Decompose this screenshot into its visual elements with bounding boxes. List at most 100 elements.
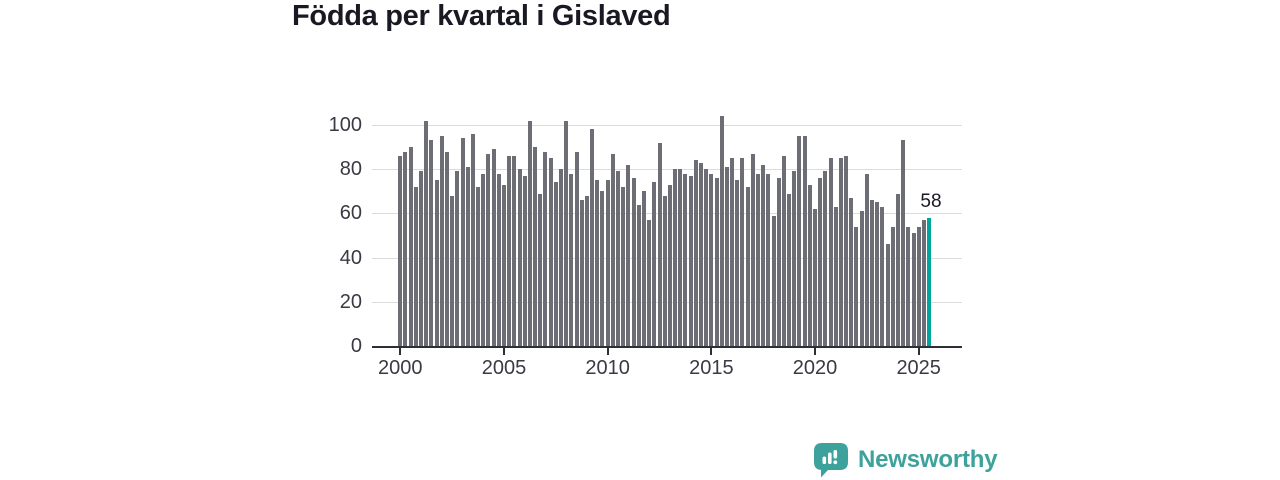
- bar-2015-Q1: [709, 174, 714, 346]
- bar-2002-Q2: [444, 152, 449, 346]
- bar-2007-Q2: [548, 158, 553, 346]
- bar-2007-Q1: [543, 152, 548, 346]
- bar-2019-Q1: [792, 171, 797, 346]
- bar-2024-Q3: [906, 227, 911, 346]
- bar-2013-Q3: [678, 169, 683, 346]
- x-tick-2025: [917, 348, 920, 355]
- x-axis-label-2010: 2010: [585, 357, 630, 379]
- bar-2014-Q1: [688, 176, 693, 346]
- newsworthy-logo: Newsworthy: [813, 442, 998, 478]
- bar-2023-Q2: [880, 207, 885, 346]
- x-axis-label-2000: 2000: [378, 357, 423, 379]
- bar-2005-Q4: [517, 169, 522, 346]
- gridline-40: [372, 257, 962, 259]
- bar-2017-Q1: [750, 154, 755, 346]
- bar-2000-Q4: [413, 187, 418, 346]
- highlight-value-label: 58: [920, 191, 942, 212]
- bar-2018-Q1: [771, 216, 776, 346]
- gridline-80: [372, 169, 962, 171]
- bar-2004-Q2: [486, 154, 491, 346]
- bar-2016-Q4: [745, 187, 750, 346]
- bar-2016-Q3: [740, 158, 745, 346]
- x-axis-line: [372, 346, 962, 348]
- bar-2013-Q4: [683, 174, 688, 346]
- x-axis-label-2020: 2020: [792, 357, 838, 379]
- bar-2001-Q4: [434, 180, 439, 346]
- bar-2010-Q3: [616, 171, 621, 346]
- bar-2019-Q4: [807, 185, 812, 346]
- bar-2011-Q3: [636, 205, 641, 346]
- bar-2011-Q4: [641, 191, 646, 346]
- bar-2001-Q1: [419, 171, 424, 346]
- bar-2000-Q1: [398, 156, 403, 346]
- bar-2016-Q2: [735, 180, 740, 346]
- bar-2014-Q4: [704, 169, 709, 346]
- bar-2023-Q1: [875, 202, 880, 346]
- bar-2006-Q4: [538, 194, 543, 346]
- bar-2009-Q2: [590, 129, 595, 346]
- bar-2019-Q3: [802, 136, 807, 346]
- highlight-bar-2025-Q3: [927, 218, 932, 346]
- bar-2006-Q3: [533, 147, 538, 346]
- gridline-20: [372, 301, 962, 303]
- bar-2008-Q1: [564, 121, 569, 346]
- bar-2009-Q1: [584, 196, 589, 346]
- bar-2005-Q1: [501, 185, 506, 346]
- x-axis-label-2005: 2005: [481, 357, 527, 379]
- x-axis-label-2025: 2025: [896, 357, 941, 379]
- bar-2021-Q1: [833, 207, 838, 346]
- bar-2002-Q3: [450, 196, 455, 346]
- bar-2020-Q2: [818, 178, 823, 346]
- y-axis-label-40: 40: [339, 246, 362, 269]
- bar-2005-Q3: [512, 156, 517, 346]
- bar-2020-Q1: [813, 209, 818, 346]
- bar-2003-Q1: [460, 138, 465, 346]
- bar-2007-Q4: [559, 169, 563, 346]
- bar-2019-Q2: [797, 136, 802, 346]
- x-tick-2010: [606, 348, 609, 355]
- bar-2022-Q4: [870, 200, 875, 346]
- y-axis-label-20: 20: [339, 290, 362, 313]
- gridline-100: [372, 125, 962, 126]
- bar-2010-Q1: [605, 180, 610, 346]
- bar-2008-Q3: [574, 152, 579, 346]
- bar-2009-Q3: [595, 180, 600, 346]
- newsworthy-logo-icon: [814, 443, 848, 478]
- bar-2015-Q4: [724, 167, 729, 346]
- y-axis-label-60: 60: [339, 202, 362, 225]
- y-axis-label-80: 80: [339, 158, 362, 181]
- bar-2018-Q3: [781, 156, 786, 346]
- bar-2021-Q3: [844, 156, 849, 346]
- bar-2014-Q2: [693, 160, 698, 346]
- bar-2021-Q4: [849, 198, 854, 346]
- bar-2006-Q1: [522, 176, 527, 346]
- newsworthy-wordmark: Newsworthy: [858, 446, 998, 473]
- y-axis-label-100: 100: [328, 114, 362, 136]
- bar-2022-Q1: [854, 227, 859, 346]
- bar-2022-Q2: [859, 211, 864, 346]
- bar-2003-Q2: [465, 167, 470, 346]
- bar-2018-Q2: [776, 178, 781, 346]
- x-tick-2000: [399, 348, 402, 355]
- bar-2012-Q3: [657, 143, 662, 346]
- bar-2025-Q2: [921, 220, 926, 346]
- bar-2012-Q2: [652, 182, 657, 346]
- bar-2013-Q2: [673, 169, 678, 346]
- bar-2024-Q4: [911, 233, 916, 346]
- bar-2012-Q1: [647, 220, 652, 346]
- bar-2017-Q4: [766, 174, 771, 346]
- bar-2021-Q2: [838, 158, 843, 346]
- bar-2018-Q4: [787, 194, 792, 346]
- bar-2000-Q2: [403, 152, 408, 346]
- bar-2001-Q3: [429, 140, 434, 346]
- bar-2004-Q3: [491, 149, 496, 346]
- bar-2002-Q1: [439, 136, 444, 346]
- bar-2014-Q3: [698, 163, 703, 346]
- chart-title: Födda per kvartal i Gislaved: [292, 0, 671, 32]
- x-tick-2005: [502, 348, 505, 355]
- y-axis-label-0: 0: [350, 335, 362, 357]
- bar-2023-Q3: [885, 244, 890, 346]
- bar-2020-Q4: [828, 158, 833, 346]
- bar-2016-Q1: [730, 158, 735, 346]
